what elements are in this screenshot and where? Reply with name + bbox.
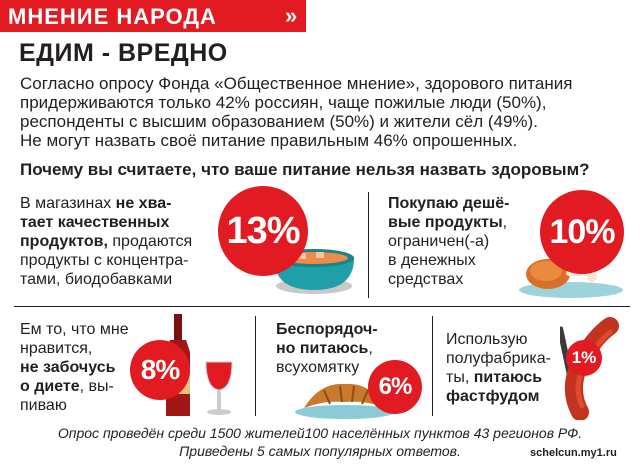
- percent-badge: 10%: [540, 190, 624, 274]
- percent-badge: 13%: [218, 186, 308, 276]
- answer-text: Использую полуфабрика- ты, питаюсь фастф…: [446, 331, 552, 405]
- footer-line: Опрос проведён среди 1500 жителей100 нас…: [57, 425, 583, 441]
- percent-badge: 1%: [566, 340, 602, 376]
- answer-text: Беспорядоч- но питаюсь, всухомятку: [276, 321, 378, 376]
- divider-vertical: [255, 316, 256, 416]
- chevron-right-icon: »: [285, 3, 298, 28]
- divider-vertical: [368, 192, 369, 298]
- intro-line: респонденты с высшим образованием (50%) …: [20, 112, 538, 131]
- intro-line: придерживаются только 42% россиян, чаще …: [20, 93, 547, 112]
- croissant-icon: [295, 383, 395, 419]
- intro-line: Не могут назвать своё питание правильным…: [20, 131, 518, 150]
- watermark: schelcun.my1.ru: [530, 447, 617, 459]
- rubric-banner: [0, 0, 306, 32]
- answer-text: Ем то, что мне нравится, не забочусь о д…: [20, 321, 129, 414]
- chicken-leg-icon: [519, 259, 623, 298]
- percent-badge: 8%: [130, 340, 190, 400]
- answer-text: В магазинах не хва- тает качественных пр…: [20, 195, 193, 288]
- intro-paragraph: Согласно опросу Фонда «Общественное мнен…: [20, 74, 630, 150]
- divider-vertical: [432, 316, 433, 416]
- percent-badge: 6%: [368, 360, 422, 414]
- answer-text: Покупаю дешё- вые продукты, ограничен(-а…: [388, 195, 510, 288]
- headline: ЕДИМ - ВРЕДНО: [19, 39, 228, 67]
- survey-question: Почему вы считаете, что ваше питание нел…: [20, 160, 590, 179]
- rubric-title: МНЕНИЕ НАРОДА: [8, 4, 217, 29]
- divider-horizontal: [14, 306, 630, 307]
- footer-line: Приведены 5 самых популярных ответов.: [179, 443, 461, 459]
- footer-note: Опрос проведён среди 1500 жителей100 нас…: [0, 424, 640, 460]
- intro-line: Согласно опросу Фонда «Общественное мнен…: [20, 74, 573, 93]
